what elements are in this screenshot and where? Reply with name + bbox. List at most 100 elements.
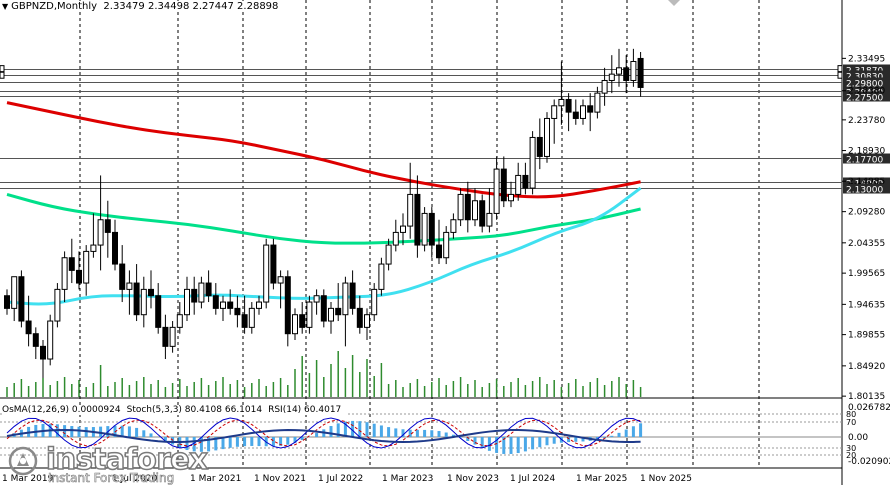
x-tick-label: 1 Jul 2024 — [510, 474, 555, 484]
candle-bear — [572, 111, 579, 119]
y-tick-label: 2.33495 — [848, 54, 885, 64]
candle-bear — [227, 301, 234, 309]
candle-bull — [616, 67, 622, 75]
candle-bear — [148, 288, 154, 297]
price-level-tag — [843, 70, 890, 81]
candle-bull — [11, 276, 18, 309]
candle-bear — [565, 98, 572, 113]
y-tick-label: 1.84920 — [848, 362, 885, 372]
candle-bull — [169, 326, 176, 347]
candle-bull — [140, 288, 147, 316]
candle-bull — [558, 98, 565, 107]
candle-bear — [623, 67, 630, 81]
rsi-label: RSI(14) 60.4017 — [268, 405, 342, 415]
time-axis: 1 Mar 2019 1 Jul 2020 1 Mar 2021 1 Nov 2021… — [2, 0, 692, 484]
candle-bear — [205, 282, 212, 297]
candle-bear — [191, 288, 198, 303]
price-level-label: 2.17700 — [846, 156, 883, 166]
candle-bull — [457, 193, 464, 221]
indicator-scale-label: 0.00 — [848, 433, 868, 443]
watermark-tagline: Instant Forex Trading — [48, 471, 175, 485]
x-tick-label: 1 Mar 2021 — [190, 474, 241, 484]
candle-bull — [263, 244, 270, 303]
candle-bull — [407, 193, 414, 227]
candle-bull — [486, 212, 493, 227]
candle-bull — [292, 314, 298, 335]
stoch-label: Stoch(5,3,3) 80.4108 66.1014 — [126, 405, 263, 415]
x-tick-label: 1 Mar 2025 — [576, 474, 627, 484]
candle-bear — [234, 307, 241, 316]
candle-bear — [356, 307, 363, 328]
rsi-line — [6, 429, 641, 444]
y-tick-label: 2.04355 — [848, 239, 885, 249]
candle-bear — [76, 269, 82, 284]
indicator-scale-label: 0.0267821 — [848, 403, 890, 413]
candle-bear — [40, 345, 46, 360]
candle-bull — [443, 231, 450, 259]
volume-histogram — [6, 351, 642, 397]
chart-header: ▼ GBPNZD,Monthly 2.33479 2.34498 2.27447 … — [2, 1, 281, 12]
oscillator-level-label: 70 — [846, 418, 856, 427]
price-level-tag — [843, 77, 890, 88]
oscillator-level-label: 30 — [846, 444, 856, 453]
price-level-tag — [843, 64, 890, 75]
candle-bull — [277, 276, 284, 284]
candle-bear — [414, 193, 421, 246]
candle-bear — [436, 244, 442, 259]
candle-bull — [83, 250, 90, 284]
candle-bull — [54, 288, 61, 322]
candle-bull — [601, 79, 608, 94]
candle-bull — [306, 301, 313, 328]
price-level-tag — [843, 153, 890, 164]
candle-bull — [551, 105, 558, 119]
scroll-marker-icon — [668, 0, 680, 6]
candle-bear — [428, 212, 435, 246]
candle-bear — [162, 326, 169, 347]
price-level-tag — [843, 177, 890, 188]
candle-bear — [587, 105, 594, 113]
candle-bear — [119, 263, 126, 290]
stoch-main-line — [6, 417, 641, 449]
candle-bull — [97, 219, 104, 246]
indicator-scale-label: -0.020902 — [848, 457, 890, 467]
candle-bear — [464, 193, 471, 221]
candle-bear — [349, 282, 356, 309]
instaforex-logo-icon — [8, 446, 38, 476]
candle-bear — [270, 244, 277, 284]
candle-bull — [184, 288, 190, 316]
y-tick-label: 2.09280 — [848, 208, 885, 218]
level-handle — [0, 65, 5, 73]
candle-bull — [364, 314, 370, 328]
y-tick-label: 2.14085 — [848, 177, 885, 187]
candle-bear — [522, 174, 529, 189]
x-tick-label: 1 Mar 2019 — [2, 474, 54, 484]
candle-bull — [371, 288, 378, 316]
candle-bull — [580, 105, 586, 119]
candle-bear — [133, 282, 140, 316]
collapse-triangle-icon[interactable]: ▼ — [2, 2, 9, 11]
candle-bull — [493, 168, 500, 214]
candle-bull — [47, 320, 54, 360]
price-level-label: 2.29800 — [846, 80, 883, 90]
candle-bull — [529, 136, 536, 189]
price-level-label: 2.27500 — [846, 94, 883, 104]
y-tick-label: 1.89855 — [848, 331, 885, 341]
x-tick-label: 1 Nov 2021 — [254, 474, 306, 484]
candle-bull — [450, 219, 457, 233]
candle-bear — [320, 295, 327, 322]
candle-bear — [104, 219, 111, 233]
x-tick-label: 1 Nov 2023 — [447, 474, 499, 484]
symbol-timeframe: GBPNZD,Monthly — [11, 1, 98, 12]
candle-bull — [544, 117, 550, 157]
price-axis: 2.318702.308302.298002.284002.275002.177… — [842, 54, 890, 402]
indicator-legend: OsMA(12,26,9) 0.0000924 Stoch(5,3,3) 80.4… — [2, 405, 348, 415]
level-handle — [837, 71, 843, 79]
x-tick-label: 1 Jul 2022 — [318, 474, 363, 484]
candle-bear — [4, 295, 10, 309]
candle-bull — [313, 295, 320, 303]
candle-bear — [212, 295, 219, 309]
y-tick-label: 2.23780 — [848, 116, 885, 126]
candle-bear — [284, 276, 291, 335]
